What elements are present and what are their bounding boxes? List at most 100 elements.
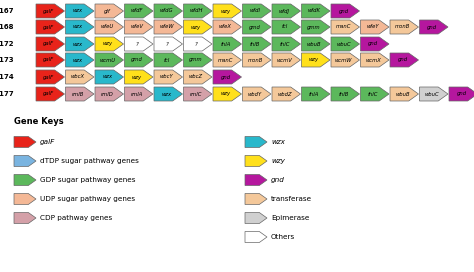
Polygon shape [272,20,301,34]
Polygon shape [361,87,389,101]
Polygon shape [301,37,330,51]
Polygon shape [36,53,64,67]
Polygon shape [183,70,212,84]
Text: fcl: fcl [164,57,170,63]
Polygon shape [183,53,212,67]
Text: galF: galF [43,8,54,14]
Text: gnd: gnd [338,8,348,14]
Text: wfeU: wfeU [101,24,114,29]
Text: O168: O168 [0,24,14,30]
Text: wfeW: wfeW [159,24,174,29]
Polygon shape [125,4,153,18]
Text: gmm: gmm [189,57,203,63]
Polygon shape [331,87,359,101]
Polygon shape [390,20,419,34]
Polygon shape [14,193,36,205]
Polygon shape [95,37,124,51]
Polygon shape [125,20,153,34]
Text: wzx: wzx [162,91,172,97]
Text: wzy: wzy [309,57,319,63]
Text: wcmW: wcmW [335,57,352,63]
Text: galF: galF [43,75,54,79]
Polygon shape [95,4,124,18]
Text: wzx: wzx [73,24,83,29]
Polygon shape [361,20,389,34]
Polygon shape [331,20,359,34]
Polygon shape [272,53,301,67]
Text: fnlB: fnlB [250,42,260,47]
Text: manC: manC [336,24,351,29]
Polygon shape [125,53,153,67]
Text: wfeX: wfeX [219,24,232,29]
Polygon shape [301,4,330,18]
Polygon shape [65,87,94,101]
Text: galF: galF [43,24,54,29]
Text: dTDP sugar pathway genes: dTDP sugar pathway genes [40,158,139,164]
Text: gnd: gnd [220,75,231,79]
Polygon shape [301,20,330,34]
Polygon shape [301,87,330,101]
Polygon shape [272,87,301,101]
Polygon shape [390,87,419,101]
Polygon shape [36,4,64,18]
Polygon shape [95,53,124,67]
Text: wfdH: wfdH [189,8,203,14]
Text: O167: O167 [0,8,14,14]
Text: fnlA: fnlA [220,42,231,47]
Text: ?: ? [165,42,168,47]
Polygon shape [243,87,271,101]
Polygon shape [154,53,182,67]
Polygon shape [361,53,389,67]
Text: glf: glf [104,8,111,14]
Text: O177: O177 [0,91,14,97]
Polygon shape [243,37,271,51]
Polygon shape [154,87,182,101]
Text: GDP sugar pathway genes: GDP sugar pathway genes [40,177,136,183]
Text: fnlA: fnlA [309,91,319,97]
Text: wbcX: wbcX [71,75,85,79]
Text: fnlC: fnlC [368,91,378,97]
Text: galF: galF [40,139,55,145]
Text: wfdJ: wfdJ [279,8,290,14]
Text: wzx: wzx [73,42,83,47]
Text: galF: galF [43,57,54,63]
Text: wzy: wzy [220,8,231,14]
Polygon shape [183,4,212,18]
Polygon shape [95,70,124,84]
Text: wbdZ: wbdZ [277,91,292,97]
Polygon shape [65,70,94,84]
Text: O172: O172 [0,41,14,47]
Text: wcmX: wcmX [365,57,381,63]
Polygon shape [154,37,182,51]
Polygon shape [14,175,36,186]
Polygon shape [245,212,267,224]
Polygon shape [36,37,64,51]
Text: O173: O173 [0,57,14,63]
Text: wfdG: wfdG [160,8,173,14]
Text: wcmV: wcmV [277,57,292,63]
Text: rmlD: rmlD [101,91,114,97]
Text: rmlB: rmlB [72,91,84,97]
Polygon shape [213,20,241,34]
Polygon shape [272,4,301,18]
Text: wbcZ: wbcZ [189,75,203,79]
Text: gmd: gmd [131,57,143,63]
Polygon shape [245,193,267,205]
Polygon shape [95,20,124,34]
Text: CDP pathway genes: CDP pathway genes [40,215,112,221]
Polygon shape [36,70,64,84]
Polygon shape [65,53,94,67]
Text: gmd: gmd [249,24,261,29]
Polygon shape [245,231,267,243]
Text: transferase: transferase [271,196,312,202]
Polygon shape [154,70,182,84]
Polygon shape [213,4,241,18]
Polygon shape [65,4,94,18]
Text: gnd: gnd [368,42,378,47]
Polygon shape [65,37,94,51]
Polygon shape [213,70,241,84]
Polygon shape [243,4,271,18]
Text: gnd: gnd [427,24,437,29]
Text: ?: ? [136,42,138,47]
Polygon shape [331,53,359,67]
